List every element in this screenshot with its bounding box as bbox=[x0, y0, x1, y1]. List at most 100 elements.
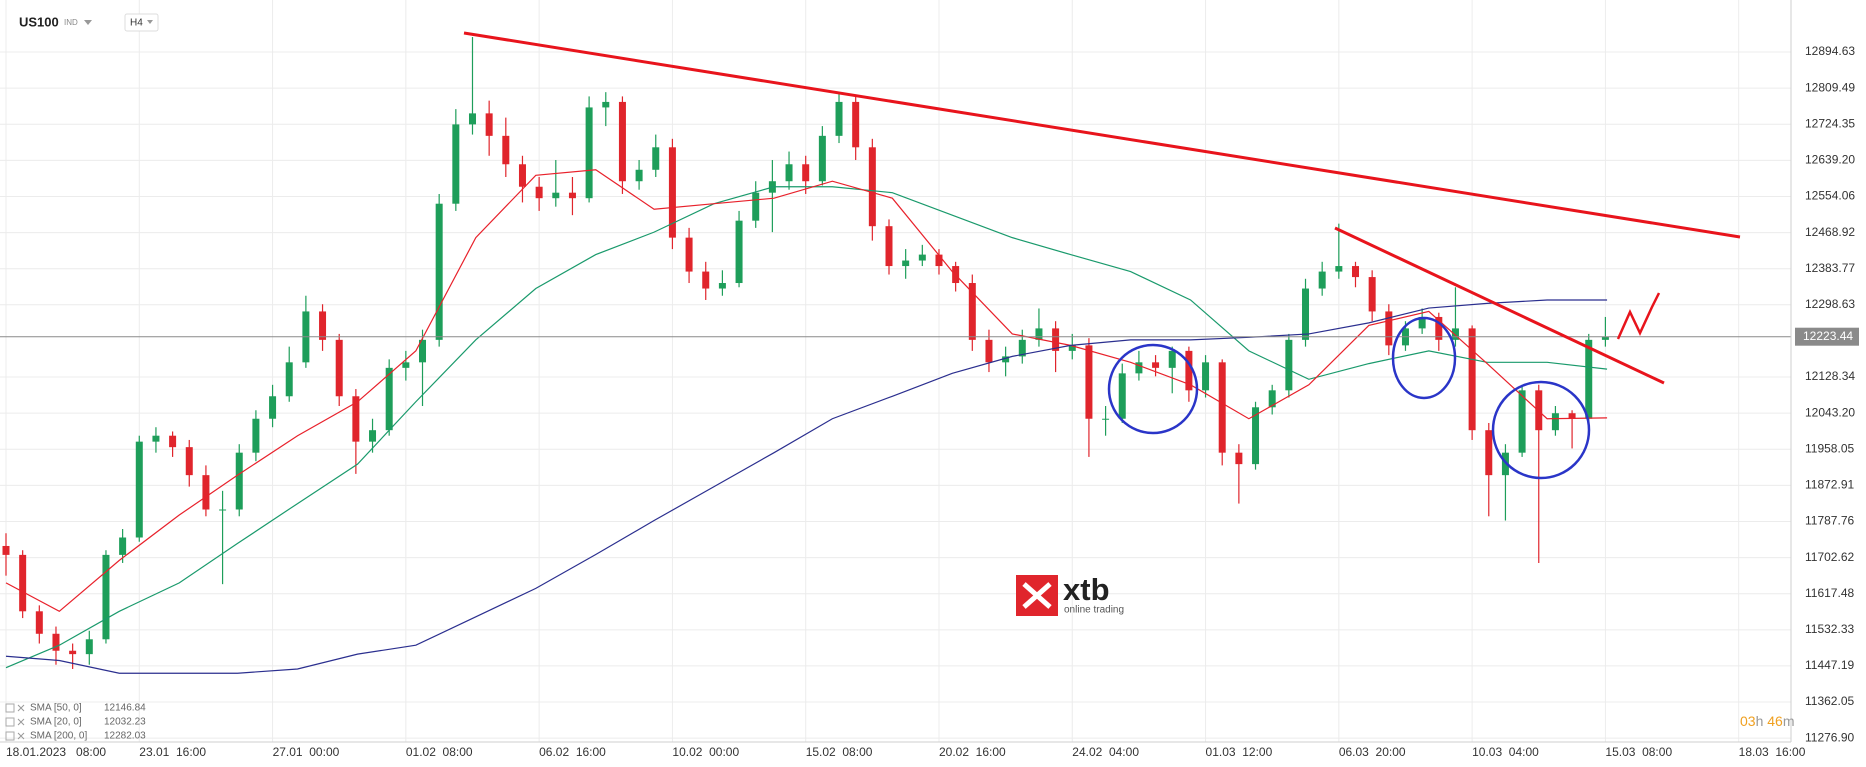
y-tick-label: 12894.63 bbox=[1805, 44, 1855, 58]
y-tick-label: 11532.33 bbox=[1805, 622, 1854, 636]
candle-body bbox=[902, 260, 910, 267]
x-tick-label: 06.03 20:00 bbox=[1339, 745, 1406, 759]
candle-body bbox=[19, 554, 27, 612]
candle-body bbox=[785, 164, 793, 182]
highlight-circle bbox=[1107, 343, 1199, 435]
candle-body bbox=[635, 169, 643, 182]
countdown: 03h 46m bbox=[1740, 713, 1795, 729]
candle-body bbox=[1585, 339, 1593, 419]
candle-body bbox=[369, 430, 377, 442]
candle-body bbox=[435, 203, 443, 340]
legend-icon bbox=[5, 717, 15, 727]
y-tick-label: 12639.20 bbox=[1805, 153, 1855, 167]
candle-body bbox=[1485, 430, 1493, 476]
candle-body bbox=[1135, 362, 1143, 374]
candle-body bbox=[1368, 277, 1376, 312]
candle-body bbox=[1202, 362, 1210, 391]
current-price-label: 12223.44 bbox=[1803, 329, 1853, 343]
y-tick-label: 12554.06 bbox=[1805, 189, 1855, 203]
plot-area bbox=[0, 37, 1791, 674]
legend-label: SMA [20, 0] bbox=[30, 717, 82, 728]
candle-body bbox=[69, 650, 77, 655]
x-tick-label: 18.01.2023 08:00 bbox=[6, 745, 106, 759]
candle-body bbox=[702, 271, 710, 289]
candle-body bbox=[1068, 345, 1076, 351]
candle-body bbox=[1002, 356, 1010, 363]
x-tick-label: 27.01 00:00 bbox=[273, 745, 340, 759]
dropdown-arrow[interactable] bbox=[84, 20, 92, 25]
legend-icon bbox=[5, 703, 15, 713]
y-tick-label: 11447.19 bbox=[1805, 658, 1854, 672]
y-tick-label: 12724.35 bbox=[1805, 116, 1855, 130]
annotations bbox=[463, 31, 1741, 480]
legend-label: SMA [50, 0] bbox=[30, 703, 82, 714]
sma-line bbox=[5, 299, 1608, 674]
candle-body bbox=[885, 226, 893, 267]
candle-body bbox=[1085, 345, 1093, 419]
candle-body bbox=[452, 124, 460, 204]
candle-body bbox=[585, 107, 593, 199]
candle-body bbox=[1052, 328, 1060, 351]
candle-body bbox=[552, 192, 560, 199]
sma-line bbox=[5, 169, 1608, 613]
candle-body bbox=[219, 509, 227, 511]
candle-body bbox=[335, 339, 343, 397]
x-tick-label: 24.02 04:00 bbox=[1072, 745, 1139, 759]
y-tick-label: 11787.76 bbox=[1805, 514, 1854, 528]
candle-body bbox=[269, 396, 277, 419]
candle-body bbox=[285, 362, 293, 397]
candle-body bbox=[485, 113, 493, 136]
highlight-circle bbox=[1391, 316, 1457, 400]
candle-body bbox=[1385, 311, 1393, 346]
candle-body bbox=[835, 101, 843, 136]
legend: SMA [50, 0] 12146.84 SMA [20, 0] 12032.23 SM… bbox=[5, 703, 146, 742]
legend-remove bbox=[17, 704, 25, 712]
legend-value: 12146.84 bbox=[104, 703, 146, 714]
candle-body bbox=[185, 447, 193, 476]
candle-body bbox=[419, 339, 427, 363]
candle-body bbox=[652, 147, 660, 170]
y-tick-label: 12298.63 bbox=[1805, 297, 1855, 311]
candle-body bbox=[319, 311, 327, 340]
candle-body bbox=[119, 537, 127, 555]
candle-body bbox=[1351, 266, 1359, 278]
x-tick-label: 23.01 16:00 bbox=[139, 745, 206, 759]
y-tick-label: 11872.91 bbox=[1805, 478, 1854, 492]
legend-label: SMA [200, 0] bbox=[30, 731, 87, 742]
interval-selector[interactable] bbox=[124, 13, 159, 32]
countdown-unit: m bbox=[1783, 713, 1795, 729]
candle-body bbox=[1601, 336, 1609, 340]
candle-body bbox=[618, 101, 626, 182]
x-tick-label: 06.02 16:00 bbox=[539, 745, 606, 759]
candle-body bbox=[1535, 390, 1543, 431]
logo-text: xtb bbox=[1063, 572, 1110, 607]
grid bbox=[0, 0, 1791, 742]
candle-body bbox=[1335, 266, 1343, 272]
candle-body bbox=[135, 441, 143, 538]
x-tick-label: 20.02 16:00 bbox=[939, 745, 1006, 759]
legend-remove bbox=[17, 718, 25, 726]
candle-body bbox=[1118, 373, 1126, 419]
legend-icon bbox=[5, 731, 15, 741]
candle-body bbox=[735, 220, 743, 284]
x-tick-label: 18.03 16:00 bbox=[1739, 745, 1806, 759]
candle-body bbox=[518, 164, 526, 187]
candle-body bbox=[102, 554, 110, 640]
candle-body bbox=[1518, 390, 1526, 453]
candle-body bbox=[1451, 328, 1459, 340]
candle-body bbox=[1218, 362, 1226, 453]
interval: H4 bbox=[130, 18, 143, 29]
y-tick-label: 12468.92 bbox=[1805, 225, 1855, 239]
current-price-tag bbox=[1795, 327, 1859, 346]
candle-body bbox=[868, 147, 876, 227]
candle-body bbox=[169, 435, 177, 448]
candle-body bbox=[502, 135, 510, 165]
y-tick-label: 11702.62 bbox=[1805, 550, 1854, 564]
countdown-hours: 03 bbox=[1740, 713, 1756, 729]
logo-tagline: online trading bbox=[1064, 605, 1124, 616]
candle-body bbox=[668, 147, 676, 238]
y-tick-label: 12809.49 bbox=[1805, 80, 1855, 94]
candle-body bbox=[1418, 316, 1426, 329]
